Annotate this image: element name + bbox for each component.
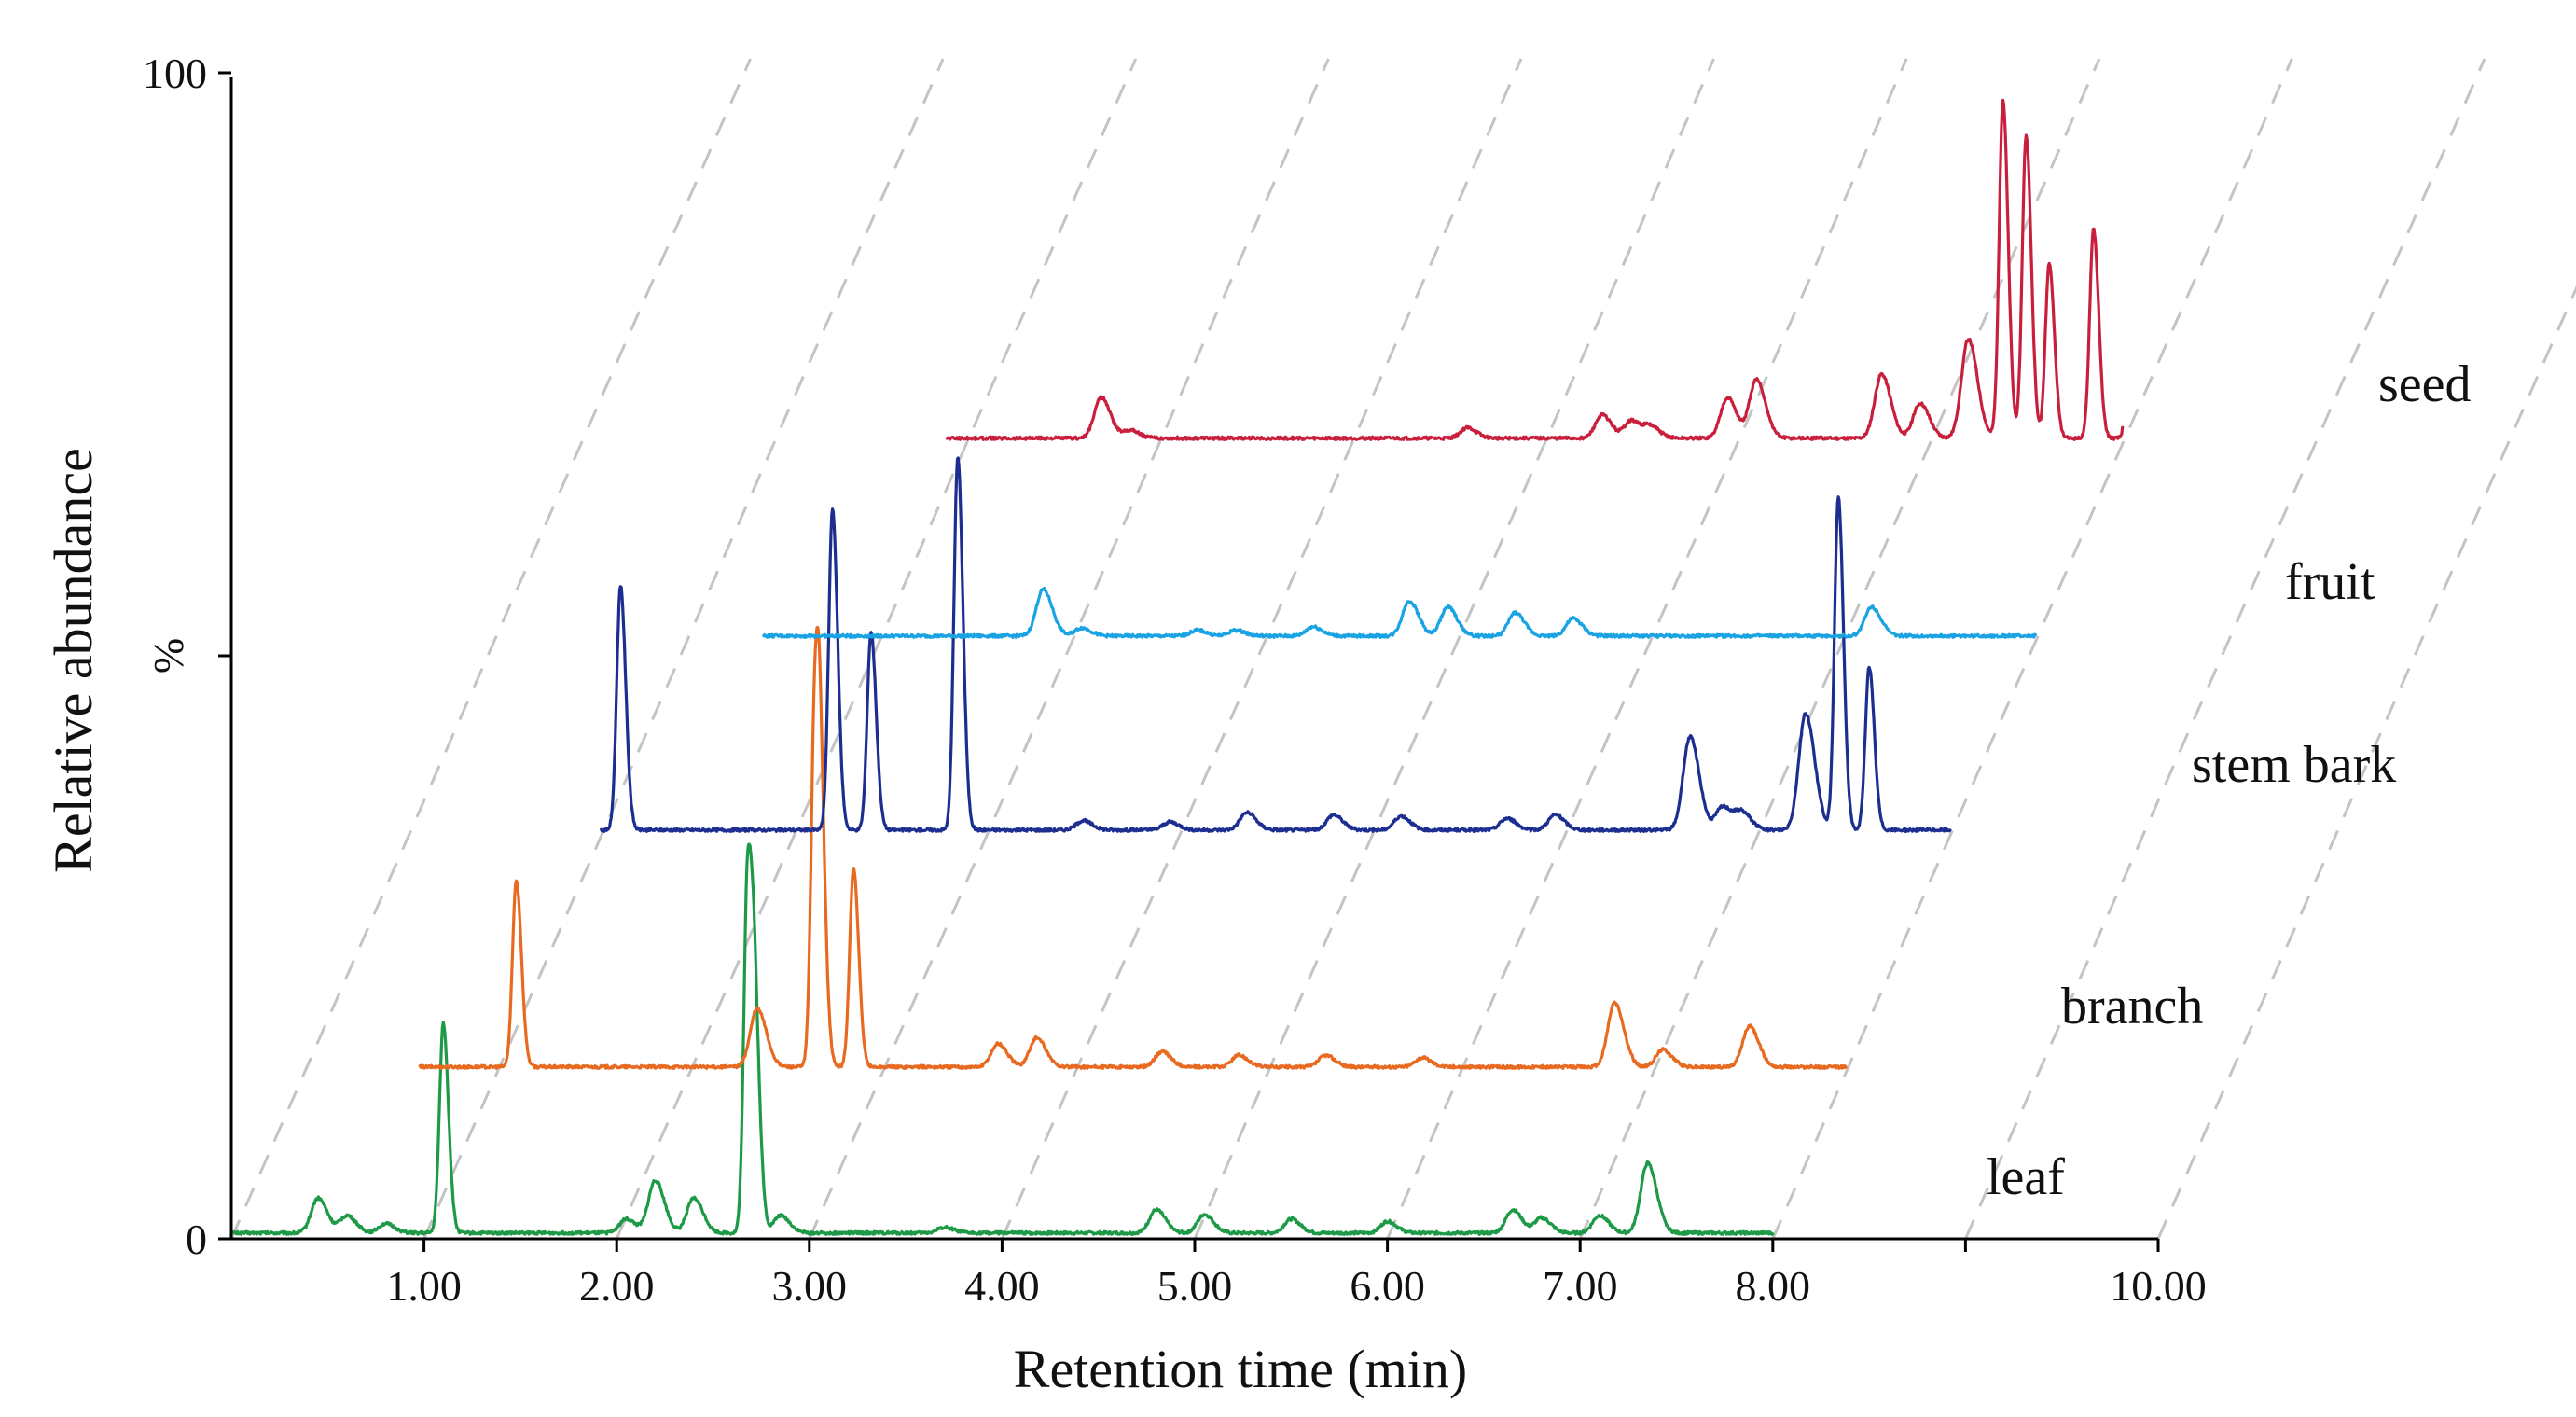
x-tick-label: 2.00 xyxy=(579,1262,655,1310)
time-guide-line xyxy=(1386,58,1908,1240)
trace-stem-bark xyxy=(600,456,1952,833)
series-labels: leaf branch stem bark fruit seed xyxy=(1987,355,2472,1206)
time-guide-line xyxy=(422,58,945,1240)
time-guide-line xyxy=(615,58,1138,1240)
time-guide-line xyxy=(1771,58,2293,1240)
y-tick-label: % xyxy=(145,638,192,674)
x-tick-label: 10.00 xyxy=(2110,1262,2207,1310)
time-guide-line xyxy=(808,58,1330,1240)
time-guide-line xyxy=(229,58,752,1240)
x-axis-ticks: 1.00 2.00 3.00 4.00 5.00 6.00 7.00 8.00 10.00 xyxy=(386,1239,2207,1310)
y-axis-title: Relative abundance xyxy=(43,448,104,873)
series-label-leaf: leaf xyxy=(1987,1148,2065,1206)
time-guide-line xyxy=(1001,58,1523,1240)
series-label-fruit: fruit xyxy=(2285,553,2375,611)
trace-branch xyxy=(418,625,1848,1070)
trace-seed xyxy=(945,98,2125,441)
series-label-branch: branch xyxy=(2061,978,2203,1035)
time-guide-line xyxy=(1193,58,1715,1240)
x-tick-label: 6.00 xyxy=(1350,1262,1425,1310)
time-guide-line xyxy=(1578,58,2101,1240)
series-label-stem-bark: stem bark xyxy=(2192,736,2396,794)
time-guide-line xyxy=(2156,285,2576,1240)
chromatogram-traces xyxy=(229,98,2125,1236)
x-tick-label: 1.00 xyxy=(386,1262,462,1310)
y-axis-ticks: 0% 100 xyxy=(143,49,231,1263)
y-tick-label: 0 xyxy=(186,1216,207,1263)
trace-fruit xyxy=(762,587,2037,639)
x-tick-label: 5.00 xyxy=(1157,1262,1233,1310)
y-tick-label: 100 xyxy=(143,49,207,97)
x-tick-label: 7.00 xyxy=(1543,1262,1618,1310)
x-tick-label: 4.00 xyxy=(964,1262,1040,1310)
x-tick-label: 8.00 xyxy=(1736,1262,1811,1310)
trace-leaf xyxy=(229,842,1775,1236)
series-label-seed: seed xyxy=(2378,355,2472,413)
time-guide-line xyxy=(1964,58,2486,1240)
x-tick-label: 3.00 xyxy=(772,1262,848,1310)
x-axis-title: Retention time (min) xyxy=(1014,1339,1467,1399)
dashed-time-guides xyxy=(229,58,2576,1240)
